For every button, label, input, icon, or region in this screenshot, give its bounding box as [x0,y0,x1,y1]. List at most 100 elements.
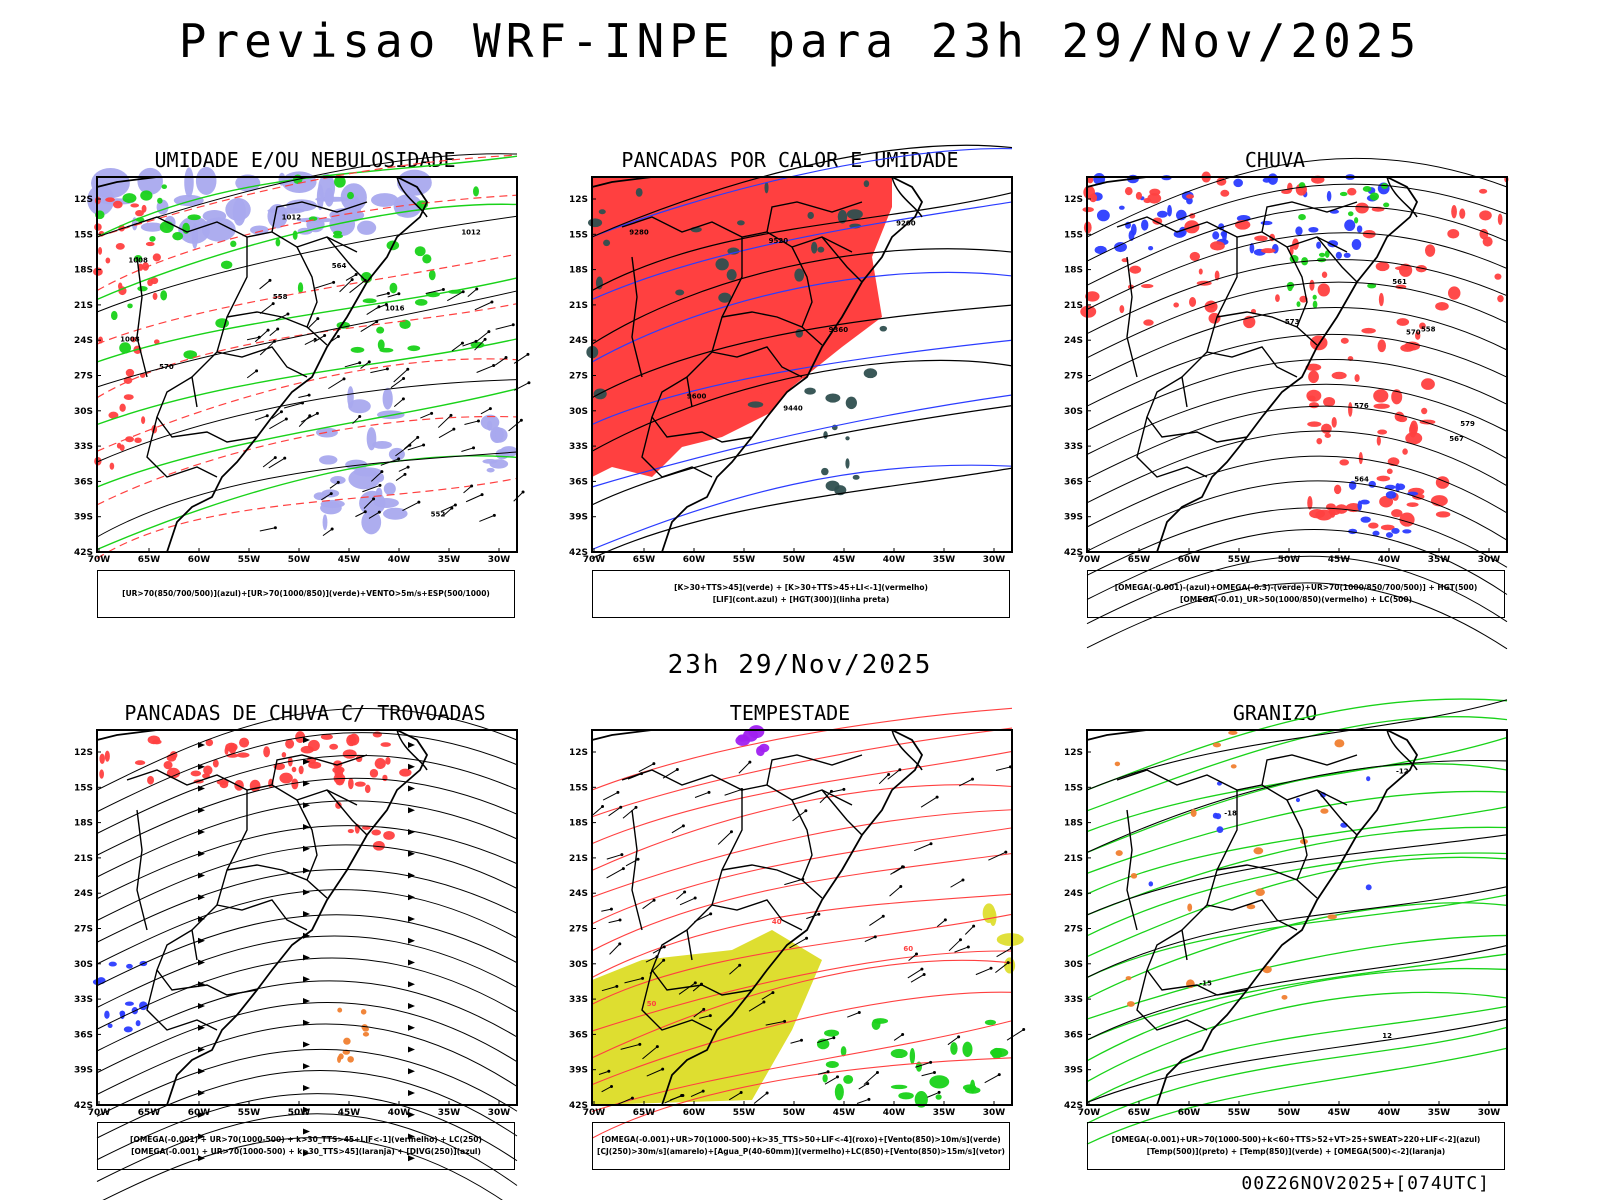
streamline-arrow [198,850,205,857]
instability-dark-area [598,209,606,215]
precip-water-contour [591,750,1013,845]
rain-red-area [1355,202,1369,214]
wind-vector [254,415,268,421]
lon-tick-label: 55W [1228,555,1251,565]
instability-dark-area [863,180,870,188]
humidity-green-area [407,345,421,352]
rain-red-area [1087,176,1094,184]
wind-vector [608,919,621,924]
political-border [136,809,148,931]
map-tempestade: 40 50 60 12S 15S 18S 21S 24S 27S 30S 33S 36S 39S 42S 7… [569,707,1026,1139]
humidity-green-area [399,319,411,330]
contour-label: 558 [273,293,288,301]
rain-red-area [1189,251,1201,261]
streamline [96,914,518,987]
humidity-green-area [183,350,198,360]
wind-vector-head [935,795,939,799]
rain-red-area [1397,415,1408,423]
wind-vector [462,340,477,347]
political-border [226,864,328,899]
map-frame [591,176,1013,553]
rain-red-area [1358,452,1363,465]
rain-red-area [1198,268,1203,275]
lat-tick-label: 33S [74,995,93,1005]
wind-vector [642,899,655,910]
wind-vector [878,774,889,785]
thunderstorm-red-area [369,768,379,778]
coastline [96,176,429,553]
wind-vector-head [342,377,346,381]
rain-red-area [1396,318,1410,326]
humidity-green-area [428,269,436,281]
panel-title-tempestade: TEMPESTADE [729,701,851,725]
wind-vector-head [283,456,287,460]
coastline [1086,176,1419,553]
omega-blue-area [1407,491,1419,496]
precip-water-contour [591,1057,1013,1139]
omega500-orange-area [1190,809,1197,817]
humidity-blue-area [349,196,362,222]
wind-vector [863,1072,878,1085]
streamline-arrow [198,807,205,814]
streamline [1086,507,1508,576]
omega-green-area [1324,250,1330,258]
streamline-arrow [303,1085,310,1091]
streamline-arrow [198,1111,205,1118]
pressure-contour [96,451,518,538]
hgt300-contour [591,467,1013,559]
instability-dark-area [821,467,829,476]
rain-red-area [1186,194,1194,199]
rain-red-area [1189,297,1197,307]
map-pancadas-calor: 9600 9520 9440 9360 9280 9200 12S 15S 18S 21S 24S 2… [569,144,1013,565]
wind-vector-head [315,411,319,415]
wind-vector-head [675,768,679,772]
wind-vector-head [375,320,379,324]
lat-tick-label: 12S [74,195,93,205]
divergence-blue-area [119,1010,126,1017]
page-title: Previsao WRF-INPE para 23h 29/Nov/2025 [178,14,1422,68]
humidity-blue-area [320,501,342,515]
wind-vector [360,321,377,332]
wind-vector-head [898,768,902,772]
humidity-blue-area [330,476,346,485]
lat-tick-label: 12S [1064,748,1083,758]
wind-vector [958,778,973,787]
omega500-orange-area [1228,730,1238,735]
lon-tick-label: 55W [238,555,261,565]
rain-red-area [1373,403,1390,409]
streamline-arrow [408,959,415,966]
precip-water-contour [591,784,1013,871]
legend-line: [CJ(250)>30m/s](amarelo)+[Agua_P(40-60mm… [597,1147,1005,1156]
wind-vector [259,303,274,314]
lon-tick-label: 60W [188,1108,211,1118]
contour-label: 579 [1460,420,1475,428]
wind-vector-head [881,914,885,918]
political-border [1146,376,1248,443]
hail-blue-area [1295,797,1301,803]
streamline-arrow [303,1041,310,1048]
streamline-arrow [303,867,310,874]
streamline-arrow [303,1150,310,1157]
streamline-arrow [408,937,415,944]
lon-tick-label: 70W [88,1108,111,1118]
rain-red-area [1308,402,1320,409]
omega-blue-area [1385,532,1394,538]
contour-label: -12 [1396,768,1409,776]
wind-vector [451,342,463,352]
contour-label: 9440 [783,404,803,412]
omega-blue-area [1260,220,1273,226]
map-granizo: -12 -15 -18 12 12S 15S 18S 21S 24S 27S 30S 33S 36S 39… [1064,698,1508,1145]
rain-red-area [1478,188,1488,194]
wind-vector-head [937,1090,941,1094]
wind-vector [268,457,286,469]
streamline [96,1001,518,1074]
lon-tick-label: 50W [1278,555,1301,565]
thickness-red-mark [119,444,125,451]
wind-vector-head [476,419,480,423]
humidity-blue-area [353,467,383,477]
legend-line: [Temp(500)](preto) + [Temp(850)](verde) … [1146,1147,1446,1156]
lat-tick-label: 27S [1064,372,1083,382]
wind-vector-head [406,465,410,469]
lifted-index-contour [591,339,1013,426]
rain-red-area [1402,448,1408,455]
